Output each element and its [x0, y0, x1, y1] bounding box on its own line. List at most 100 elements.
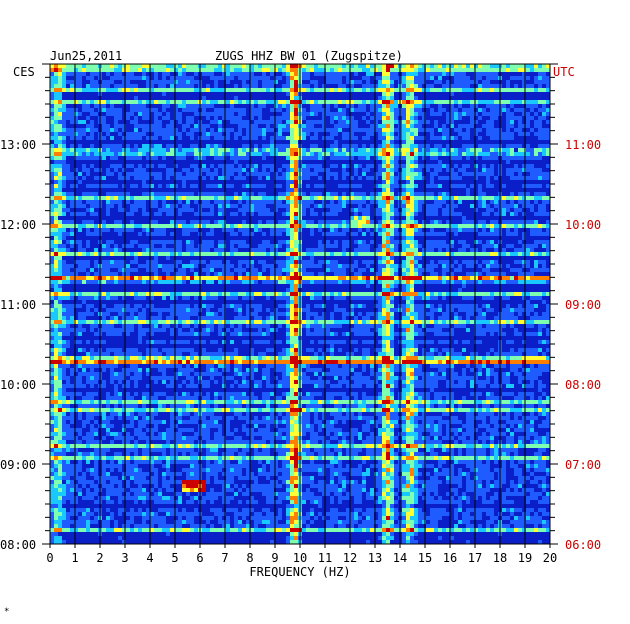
- spectrogram-cell: [230, 292, 234, 296]
- spectrogram-cell: [70, 204, 74, 208]
- spectrogram-cell: [286, 272, 290, 276]
- spectrogram-cell: [494, 64, 498, 68]
- spectrogram-cell: [462, 224, 466, 228]
- spectrogram-cell: [146, 164, 150, 168]
- spectrogram-cell: [378, 108, 382, 112]
- spectrogram-cell: [446, 224, 450, 228]
- spectrogram-cell: [314, 264, 318, 268]
- spectrogram-cell: [310, 192, 314, 196]
- spectrogram-cell: [110, 248, 114, 252]
- spectrogram-cell: [310, 228, 314, 232]
- spectrogram-cell: [222, 264, 226, 268]
- spectrogram-cell: [58, 300, 62, 304]
- spectrogram-cell: [222, 64, 226, 68]
- spectrogram-cell: [74, 64, 78, 68]
- spectrogram-cell: [90, 128, 94, 132]
- spectrogram-cell: [294, 136, 298, 140]
- spectrogram-cell: [82, 156, 86, 160]
- spectrogram-cell: [262, 84, 266, 88]
- spectrogram-cell: [362, 252, 366, 256]
- spectrogram-cell: [126, 132, 130, 136]
- spectrogram-cell: [334, 224, 338, 228]
- spectrogram-cell: [458, 304, 462, 308]
- spectrogram-cell: [450, 204, 454, 208]
- spectrogram-cell: [414, 76, 418, 80]
- spectrogram-cell: [362, 244, 366, 248]
- spectrogram-cell: [374, 212, 378, 216]
- spectrogram-cell: [250, 232, 254, 236]
- spectrogram-cell: [254, 84, 258, 88]
- spectrogram-cell: [542, 112, 546, 116]
- spectrogram-cell: [306, 172, 310, 176]
- spectrogram-cell: [522, 184, 526, 188]
- spectrogram-cell: [366, 132, 370, 136]
- spectrogram-cell: [258, 108, 262, 112]
- spectrogram-cell: [234, 276, 238, 280]
- spectrogram-cell: [334, 104, 338, 108]
- spectrogram-cell: [534, 200, 538, 204]
- spectrogram-cell: [266, 80, 270, 84]
- spectrogram-cell: [434, 212, 438, 216]
- spectrogram-cell: [458, 76, 462, 80]
- spectrogram-cell: [294, 304, 298, 308]
- spectrogram-cell: [370, 232, 374, 236]
- spectrogram-cell: [226, 276, 230, 280]
- spectrogram-cell: [522, 220, 526, 224]
- spectrogram-cell: [138, 252, 142, 256]
- spectrogram-cell: [162, 264, 166, 268]
- spectrogram-cell: [314, 156, 318, 160]
- spectrogram-cell: [402, 148, 406, 152]
- spectrogram-cell: [390, 152, 394, 156]
- spectrogram-cell: [118, 84, 122, 88]
- spectrogram-cell: [326, 100, 330, 104]
- spectrogram-cell: [410, 272, 414, 276]
- spectrogram-cell: [446, 164, 450, 168]
- spectrogram-cell: [442, 128, 446, 132]
- spectrogram-cell: [350, 192, 354, 196]
- spectrogram-cell: [434, 196, 438, 200]
- spectrogram-cell: [282, 292, 286, 296]
- spectrogram-cell: [314, 152, 318, 156]
- spectrogram-cell: [170, 152, 174, 156]
- spectrogram-cell: [254, 292, 258, 296]
- spectrogram-cell: [106, 252, 110, 256]
- spectrogram-cell: [482, 248, 486, 252]
- spectrogram-cell: [318, 108, 322, 112]
- spectrogram-cell: [222, 152, 226, 156]
- spectrogram-cell: [238, 68, 242, 72]
- spectrogram-cell: [366, 284, 370, 288]
- spectrogram-cell: [538, 292, 542, 296]
- spectrogram-cell: [370, 176, 374, 180]
- spectrogram-cell: [250, 212, 254, 216]
- spectrogram-cell: [546, 164, 550, 168]
- spectrogram-cell: [174, 308, 178, 312]
- spectrogram-cell: [306, 108, 310, 112]
- spectrogram-cell: [210, 232, 214, 236]
- spectrogram-cell: [390, 156, 394, 160]
- spectrogram-cell: [182, 272, 186, 276]
- spectrogram-cell: [150, 260, 154, 264]
- spectrogram-cell: [422, 120, 426, 124]
- spectrogram-cell: [50, 196, 54, 200]
- spectrogram-cell: [102, 252, 106, 256]
- spectrogram-cell: [410, 232, 414, 236]
- spectrogram-cell: [54, 112, 58, 116]
- spectrogram-cell: [102, 88, 106, 92]
- spectrogram-cell: [78, 240, 82, 244]
- spectrogram-cell: [322, 204, 326, 208]
- spectrogram-cell: [178, 260, 182, 264]
- spectrogram-cell: [58, 184, 62, 188]
- spectrogram-cell: [50, 248, 54, 252]
- spectrogram-cell: [186, 264, 190, 268]
- spectrogram-cell: [362, 216, 366, 220]
- spectrogram-cell: [338, 120, 342, 124]
- spectrogram-cell: [138, 100, 142, 104]
- spectrogram-cell: [422, 88, 426, 92]
- spectrogram-cell: [118, 196, 122, 200]
- spectrogram-cell: [278, 304, 282, 308]
- spectrogram-cell: [446, 128, 450, 132]
- spectrogram-cell: [470, 104, 474, 108]
- spectrogram-cell: [378, 124, 382, 128]
- spectrogram-cell: [58, 144, 62, 148]
- spectrogram-cell: [446, 148, 450, 152]
